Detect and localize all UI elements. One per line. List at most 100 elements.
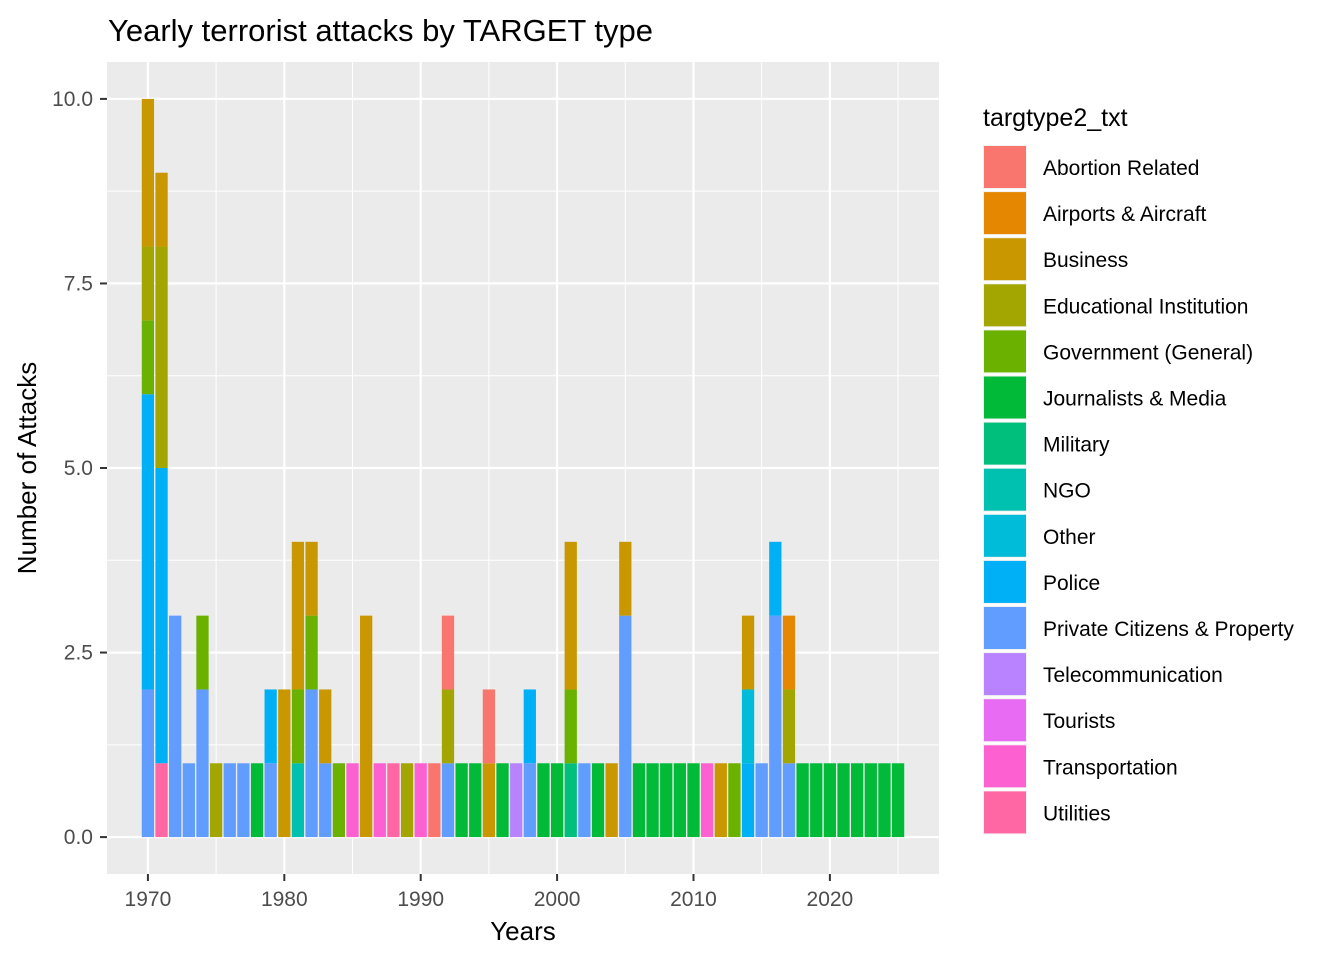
y-tick-label: 10.0 [52, 88, 93, 111]
y-tick-label: 5.0 [64, 457, 93, 480]
bar-segment [305, 541, 318, 616]
bar-segment [823, 763, 837, 838]
legend-item: Telecommunication [983, 652, 1223, 697]
bar-segment [155, 246, 168, 468]
legend-label: Private Citizens & Property [1043, 618, 1294, 641]
bar-segment [264, 763, 277, 838]
bar-segment [455, 763, 468, 838]
legend-label: Transportation [1043, 756, 1178, 779]
bar-segment [141, 98, 155, 247]
bar-segment [578, 763, 591, 838]
legend-item: Airports & Aircraft [983, 191, 1207, 236]
bar-segment [769, 615, 782, 838]
bar-segment [728, 763, 741, 838]
x-tick-label: 1990 [397, 888, 444, 911]
x-axis: 1970 1980 1990 2000 2010 2020 [125, 874, 854, 911]
bar-segment [796, 763, 809, 838]
bar-segment [632, 763, 646, 838]
bar-segment [673, 763, 686, 838]
bar-segment [441, 763, 455, 838]
bar-segment [223, 763, 236, 838]
legend-items: Abortion Related Airports & Aircraft Busin… [983, 145, 1294, 835]
legend-item: Transportation [983, 744, 1178, 789]
bar-segment [428, 763, 441, 838]
bar-segment [837, 763, 850, 838]
bar-segment [387, 763, 400, 838]
bar-segment [209, 763, 223, 838]
legend-item: Police [983, 559, 1100, 604]
legend-swatch [984, 284, 1026, 327]
bar-segment [510, 763, 523, 838]
bar-segment [182, 763, 195, 838]
bar-segment [469, 763, 482, 838]
x-tick-label: 2020 [807, 888, 854, 911]
legend-swatch [984, 238, 1026, 281]
legend-item: Business [983, 237, 1128, 282]
bar-segment [605, 763, 618, 838]
bar-segment [564, 689, 577, 764]
legend-item: Educational Institution [983, 283, 1248, 328]
legend-item: Utilities [983, 790, 1111, 835]
bar-segment [714, 763, 727, 838]
legend-swatch [984, 745, 1026, 788]
x-tick-label: 2010 [670, 888, 717, 911]
bar-segment [169, 615, 182, 838]
bar-segment [441, 689, 455, 764]
bar-segment [155, 468, 168, 764]
bar-segment [782, 689, 796, 764]
y-tick-label: 7.5 [64, 272, 93, 295]
legend-swatch [984, 468, 1026, 511]
bar-segment [496, 763, 509, 838]
legend-swatch [984, 607, 1026, 649]
legend-label: Airports & Aircraft [1043, 203, 1207, 226]
bar-segment [141, 689, 155, 838]
bar-segment [810, 763, 823, 838]
y-tick-label: 0.0 [64, 826, 93, 849]
legend-swatch [984, 653, 1026, 696]
bar-segment [537, 763, 550, 838]
legend-label: Educational Institution [1043, 295, 1248, 318]
bar-segment [141, 246, 155, 321]
legend-label: NGO [1043, 480, 1091, 503]
bar-segment [291, 541, 305, 690]
bar-segment [196, 615, 209, 690]
bar-segment [700, 763, 714, 838]
bar-segment [373, 763, 386, 838]
bar-segment [250, 763, 264, 838]
legend-swatch [984, 791, 1026, 834]
legend-label: Journalists & Media [1043, 388, 1227, 411]
bar-segment [332, 763, 346, 838]
bar-segment [155, 172, 168, 247]
bar-segment [196, 689, 209, 838]
bar-segment [482, 763, 496, 838]
bar-segment [891, 763, 905, 838]
legend-item: NGO [983, 467, 1091, 512]
legend-item: Private Citizens & Property [983, 606, 1294, 650]
y-tick-label: 2.5 [64, 642, 93, 665]
legend-swatch [984, 699, 1026, 742]
bar-segment [646, 763, 659, 838]
legend-label: Business [1043, 249, 1128, 272]
bar-segment [346, 763, 359, 838]
y-axis: 0.0 2.5 5.0 7.5 10.0 [52, 88, 107, 849]
x-tick-label: 1980 [261, 888, 308, 911]
legend-swatch [984, 376, 1026, 419]
x-tick-label: 2000 [534, 888, 581, 911]
x-tick-label: 1970 [125, 888, 172, 911]
bar-segment [769, 541, 782, 616]
bar-segment [864, 763, 877, 838]
bar-segment [278, 689, 291, 838]
bar-segment [523, 763, 536, 838]
bars-layer [141, 98, 905, 838]
legend: targtype2_txt Abortion Related Airports &… [983, 104, 1294, 835]
bar-segment [687, 763, 700, 838]
legend-item: Government (General) [983, 329, 1253, 374]
legend-label: Tourists [1043, 710, 1115, 733]
legend-label: Military [1043, 434, 1110, 457]
bar-segment [305, 615, 318, 690]
legend-item: Military [983, 421, 1110, 466]
legend-label: Abortion Related [1043, 157, 1199, 180]
bar-segment [782, 763, 796, 838]
